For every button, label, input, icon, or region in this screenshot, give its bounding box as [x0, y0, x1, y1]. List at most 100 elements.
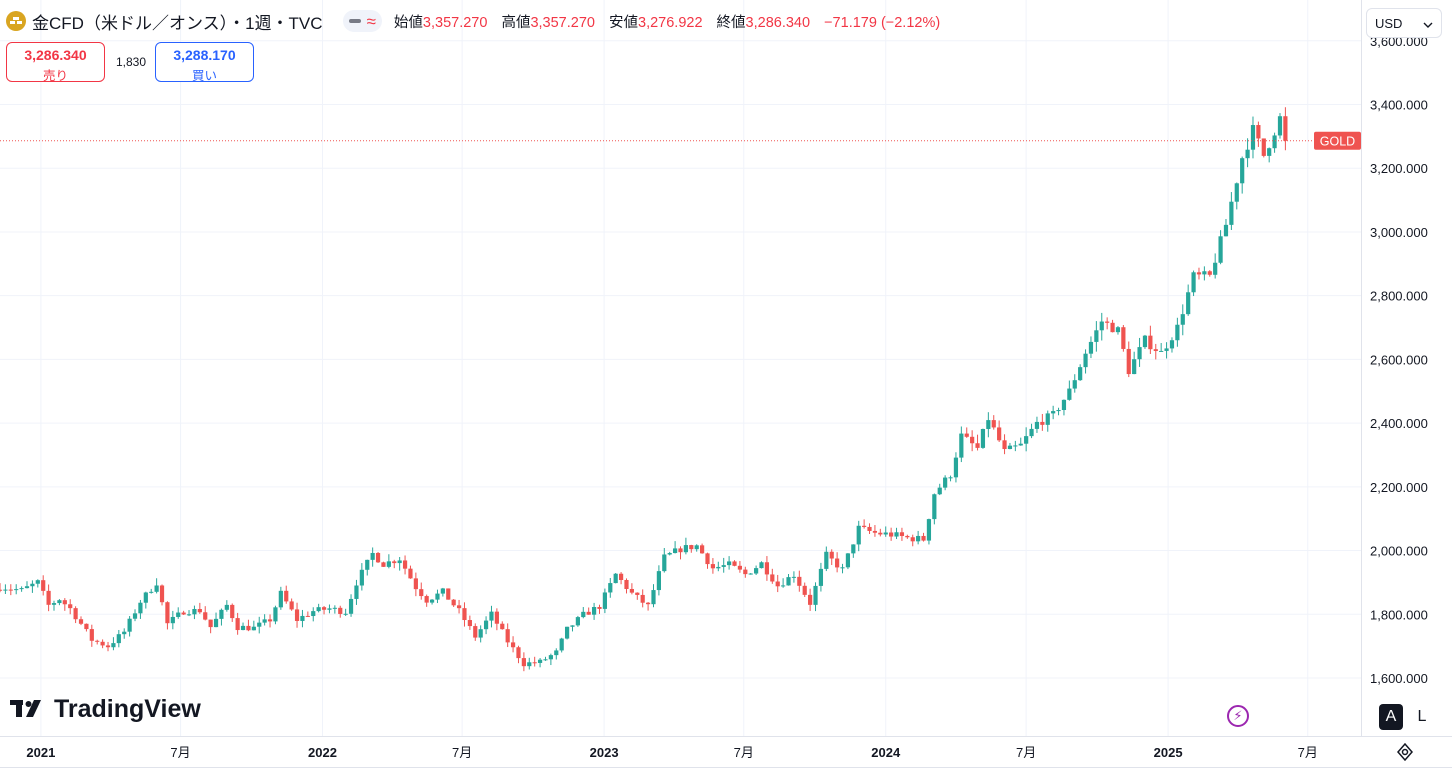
candle-body: [532, 662, 537, 664]
candle-body: [1029, 428, 1034, 437]
y-tick-label: 1,600.000: [1370, 671, 1428, 686]
candle-body: [332, 607, 337, 609]
chevron-down-icon: [1423, 16, 1433, 31]
candle-body: [937, 487, 942, 495]
symbol-title[interactable]: 金CFD（米ドル／オンス）・1週・TVC: [32, 13, 323, 33]
candle-body: [213, 618, 219, 628]
candle-body: [1034, 421, 1040, 429]
candle-body: [683, 545, 689, 553]
candle-body: [899, 532, 905, 536]
open-value: 3,357.270: [422, 14, 488, 31]
candle-body: [948, 477, 953, 479]
candle-body: [727, 561, 732, 566]
candle-body: [1067, 388, 1072, 400]
candle-body: [1191, 272, 1196, 293]
candle-body: [57, 600, 62, 604]
candle-body: [127, 618, 132, 632]
sell-price: 3,286.340: [24, 47, 87, 63]
candle-body: [1196, 272, 1202, 275]
auto-scale-button[interactable]: A: [1379, 704, 1403, 730]
indicator-toggle[interactable]: ≈: [342, 10, 382, 32]
candle-body: [68, 604, 73, 609]
candle-body: [1094, 330, 1099, 342]
lightning-icon[interactable]: ⚡: [1227, 705, 1249, 727]
candle-body: [581, 611, 586, 618]
candle-body: [278, 590, 283, 608]
candle-body: [494, 611, 499, 624]
candle-body: [862, 525, 867, 527]
candle-body: [554, 650, 559, 656]
candle-body: [446, 588, 451, 600]
candle-body: [894, 532, 899, 537]
candle-body: [602, 592, 607, 609]
low-value: 3,276.922: [638, 14, 703, 31]
candle-body: [186, 614, 192, 616]
price-axis-bg: [1361, 0, 1452, 776]
candle-body: [1056, 410, 1061, 412]
candle-body: [959, 433, 964, 458]
candle-body: [159, 585, 165, 603]
candle-body: [262, 619, 267, 623]
price-axis[interactable]: 1,600.000 1,800.000 2,000.000 2,200.000 2,40…: [1361, 0, 1452, 776]
candle-body: [473, 626, 478, 638]
candle-body: [467, 620, 472, 627]
candle-body: [424, 596, 429, 603]
candle-body: [754, 568, 759, 574]
y-tick-label: 2,800.000: [1370, 289, 1428, 304]
candle-body: [1115, 327, 1121, 333]
currency-select[interactable]: USD: [1366, 8, 1442, 38]
candle-body: [46, 590, 51, 605]
candle-body: [1105, 321, 1110, 323]
candle-body: [802, 585, 807, 595]
candle-body: [224, 604, 229, 610]
buy-button[interactable]: 3,288.170 買い: [155, 42, 254, 83]
candle-body: [197, 608, 202, 613]
candle-body: [1083, 353, 1088, 368]
candle-body: [1110, 322, 1115, 333]
tradingview-logo[interactable]: TradingView: [10, 694, 201, 725]
candle-body: [370, 552, 375, 560]
gold-symbol-icon[interactable]: [6, 11, 26, 31]
sell-button[interactable]: 3,286.340 売り: [6, 42, 105, 83]
candle-body: [716, 566, 721, 569]
candle-body: [381, 562, 386, 567]
candle-body: [1078, 367, 1083, 381]
candle-body: [624, 579, 629, 589]
candle-body: [970, 436, 975, 444]
candle-body: [1153, 349, 1158, 352]
candle-body: [1159, 350, 1164, 352]
candle-body: [678, 548, 683, 553]
candle-body: [1024, 436, 1029, 444]
log-scale-button[interactable]: L: [1417, 708, 1427, 725]
candle-body: [305, 615, 310, 617]
candle-body: [510, 642, 516, 648]
candle-body: [41, 580, 46, 591]
candle-body: [883, 532, 888, 535]
candle-body: [953, 457, 959, 478]
candle-body: [926, 519, 932, 541]
candle-body: [478, 629, 483, 638]
candle-body: [932, 494, 937, 520]
currency-value: USD: [1375, 15, 1403, 31]
candle-body: [251, 626, 256, 631]
settings-icon[interactable]: [1396, 742, 1414, 766]
candle-body: [165, 602, 170, 624]
candle-body: [348, 598, 354, 614]
candle-body: [1137, 347, 1142, 360]
candle-body: [845, 553, 851, 568]
candle-body: [775, 581, 780, 587]
wave-icon[interactable]: ≈: [366, 11, 376, 31]
candle-body: [1186, 292, 1191, 315]
candle-body: [316, 607, 321, 612]
candle-body: [284, 590, 289, 602]
candle-body: [30, 583, 35, 587]
candle-body: [149, 591, 154, 593]
candle-body: [273, 607, 278, 622]
minus-icon[interactable]: [348, 19, 361, 23]
time-axis[interactable]: 2021 7月 2022 7月 2023 7月 2024 7月 2025 7月: [0, 736, 1452, 768]
sell-label: 売り: [42, 69, 68, 83]
chart-header: 金CFD（米ドル／オンス）・1週・TVC ≈ 始値3,357.270 高値3,3…: [6, 8, 940, 34]
candle-body: [1148, 335, 1153, 350]
candle-body: [781, 585, 786, 587]
